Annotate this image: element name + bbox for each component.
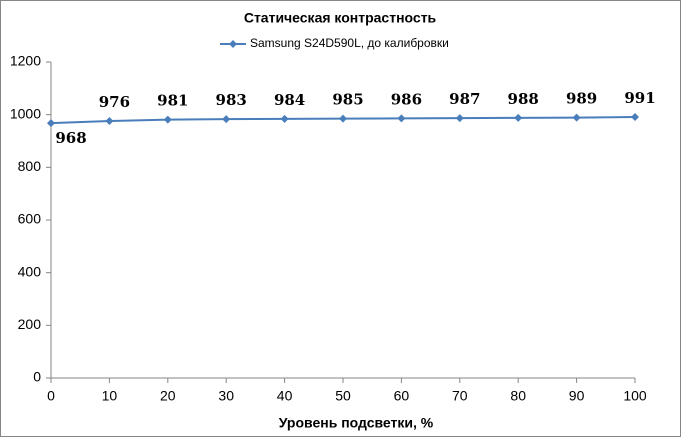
chart-title: Статическая контрастность — [244, 10, 437, 26]
data-label: 987 — [449, 90, 480, 108]
legend-label: Samsung S24D590L, до калибровки — [250, 36, 449, 50]
y-tick-label: 600 — [18, 211, 42, 227]
data-label: 985 — [332, 91, 363, 109]
data-point — [339, 114, 347, 123]
data-point — [222, 115, 231, 124]
x-tick-label: 50 — [335, 388, 351, 404]
y-tick-label: 1000 — [10, 105, 41, 121]
data-point — [572, 113, 581, 122]
data-label: 986 — [391, 90, 422, 108]
x-tick-label: 70 — [452, 388, 468, 404]
y-tick-label: 0 — [33, 369, 41, 385]
data-label: 981 — [157, 92, 188, 110]
data-point — [280, 114, 289, 123]
y-tick-label: 200 — [18, 316, 42, 332]
data-point — [47, 119, 55, 128]
y-tick-label: 400 — [18, 263, 42, 279]
data-point — [455, 114, 464, 123]
data-label: 968 — [55, 129, 86, 147]
data-label: 989 — [566, 90, 597, 108]
x-tick-label: 30 — [218, 388, 234, 404]
x-tick-label: 90 — [569, 388, 585, 404]
x-tick-label: 20 — [160, 388, 176, 404]
x-tick-label: 0 — [47, 388, 55, 404]
data-label: 983 — [216, 91, 247, 109]
legend-marker — [229, 40, 237, 48]
data-label: 984 — [274, 91, 305, 109]
x-tick-label: 60 — [394, 388, 410, 404]
y-tick-label: 800 — [18, 158, 42, 174]
data-point — [631, 113, 639, 122]
data-point — [514, 113, 523, 122]
data-label: 991 — [624, 89, 655, 107]
data-point — [105, 116, 114, 125]
x-tick-label: 100 — [623, 388, 647, 404]
data-label: 976 — [99, 93, 130, 111]
data-point — [397, 114, 406, 123]
x-tick-label: 40 — [277, 388, 293, 404]
x-tick-label: 10 — [102, 388, 118, 404]
data-label: 988 — [508, 90, 539, 108]
y-tick-label: 1200 — [10, 53, 41, 69]
x-tick-label: 80 — [510, 388, 526, 404]
x-axis-title: Уровень подсветки, % — [279, 415, 434, 431]
data-point — [163, 115, 172, 124]
